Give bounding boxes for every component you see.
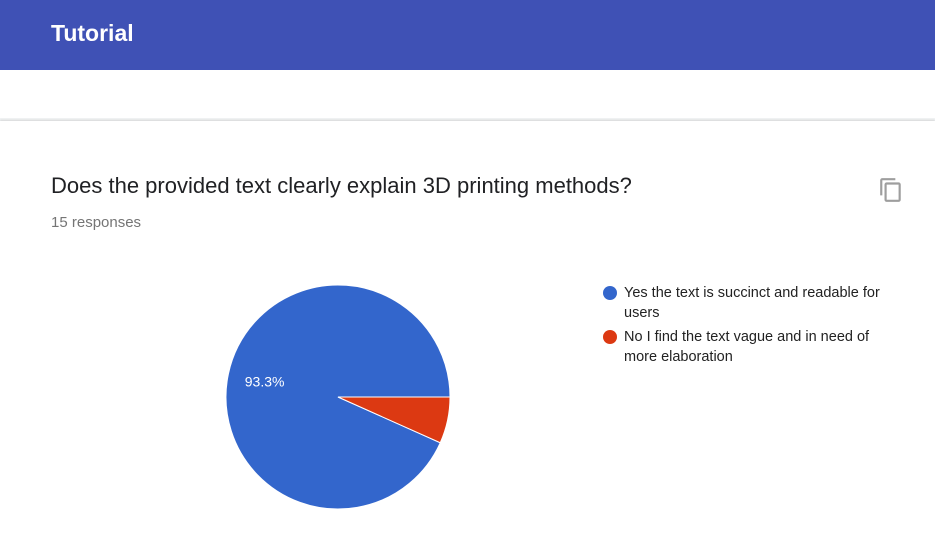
legend-item-0[interactable]: Yes the text is succinct and readable fo… <box>603 283 903 323</box>
question-summary-card: Does the provided text clearly explain 3… <box>0 121 935 543</box>
response-count: 15 responses <box>51 214 142 231</box>
question-title: Does the provided text clearly explain 3… <box>51 173 632 198</box>
legend-swatch-0 <box>603 286 617 300</box>
copy-icon[interactable] <box>878 177 904 203</box>
pie-slice-label-0: 93.3% <box>245 373 285 389</box>
legend-label-0: Yes the text is succinct and readable fo… <box>624 285 880 321</box>
chart-legend: Yes the text is succinct and readable fo… <box>603 283 903 371</box>
legend-label-1: No I find the text vague and in need of … <box>624 329 870 365</box>
form-title: Tutorial <box>51 20 134 46</box>
header-spacer <box>0 70 935 118</box>
legend-item-1[interactable]: No I find the text vague and in need of … <box>603 327 903 367</box>
pie-chart: 93.3% <box>225 284 451 510</box>
app-header: Tutorial <box>0 0 935 70</box>
pie-slice-1[interactable] <box>337 396 451 444</box>
legend-swatch-1 <box>603 330 617 344</box>
